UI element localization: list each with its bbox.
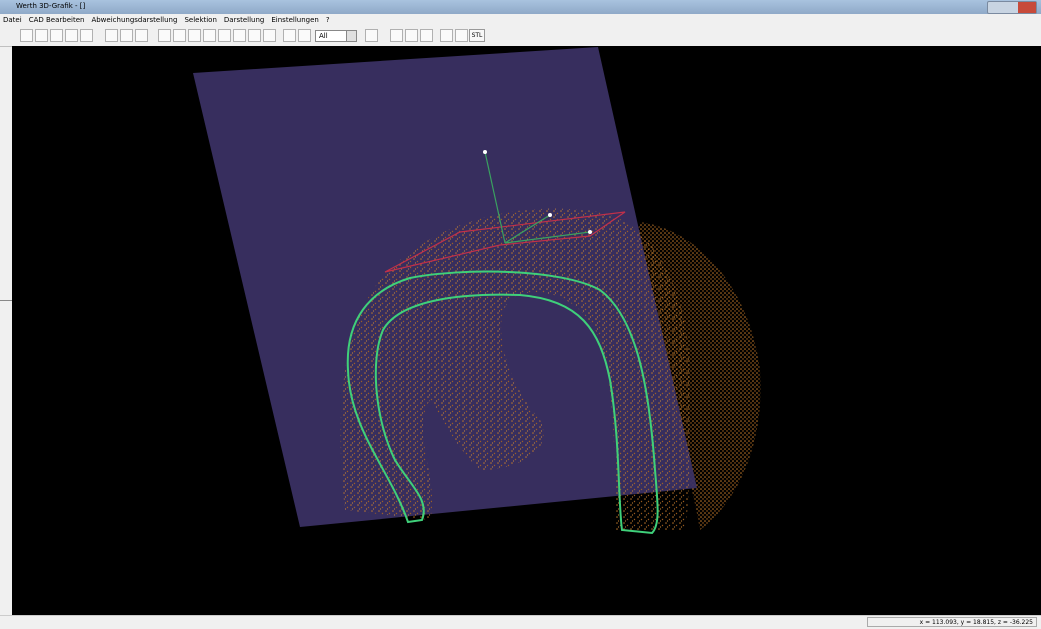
window-buttons[interactable] [987,1,1037,14]
tool-button[interactable] [248,29,261,42]
menu-item[interactable]: Darstellung [223,16,265,24]
menu-item[interactable]: ? [325,16,330,24]
tool-button[interactable] [80,29,93,42]
menu-item[interactable]: Selektion [184,16,217,24]
tool-button[interactable] [35,29,48,42]
cursor-coordinates: x = 113.093, y = 18.815, z = -36.225 [867,617,1037,627]
tool-button[interactable] [173,29,186,42]
tool-button[interactable] [420,29,433,42]
tool-button[interactable] [20,29,33,42]
tool-button[interactable] [283,29,296,42]
title-bar: Werth 3D-Grafik - [] [0,0,1041,14]
stl-button[interactable]: STL [469,29,485,42]
axis-y [504,214,551,244]
axis-marker [588,230,592,234]
tool-button[interactable] [455,29,468,42]
tool-button[interactable] [218,29,231,42]
view-dropdown[interactable]: All [315,30,357,42]
tool-button[interactable] [390,29,403,42]
tool-button[interactable] [135,29,148,42]
status-bar: x = 113.093, y = 18.815, z = -36.225 [0,615,1041,629]
tool-button[interactable] [298,29,311,42]
menu-item[interactable]: CAD Bearbeiten [28,16,85,24]
tool-button[interactable] [50,29,63,42]
separator [0,300,12,301]
3d-viewport[interactable] [12,46,1041,615]
tool-button[interactable] [365,29,378,42]
contour-outer [346,270,659,535]
menu-bar: Datei CAD Bearbeiten Abweichungsdarstellun… [0,14,1041,26]
window-title: Werth 3D-Grafik - [] [16,2,86,10]
point-cloud-arch [340,208,690,530]
tool-button[interactable] [233,29,246,42]
tool-button[interactable] [440,29,453,42]
tool-button[interactable] [65,29,78,42]
menu-item[interactable]: Einstellungen [271,16,319,24]
toolbar: All STL [0,26,1041,47]
tool-button[interactable] [263,29,276,42]
tool-button[interactable] [188,29,201,42]
menu-item[interactable]: Datei [3,16,22,24]
scene [193,47,761,535]
axis-x [504,231,591,244]
axis-z [484,151,506,244]
axis-marker [483,150,487,154]
close-button[interactable] [1018,2,1036,13]
frame-lines [384,211,626,273]
tool-button[interactable] [405,29,418,42]
axis-marker [548,213,552,217]
tool-button[interactable] [158,29,171,42]
tool-button[interactable] [105,29,118,42]
tool-button[interactable] [203,29,216,42]
menu-item[interactable]: Abweichungsdarstellung [91,16,178,24]
tool-button[interactable] [120,29,133,42]
